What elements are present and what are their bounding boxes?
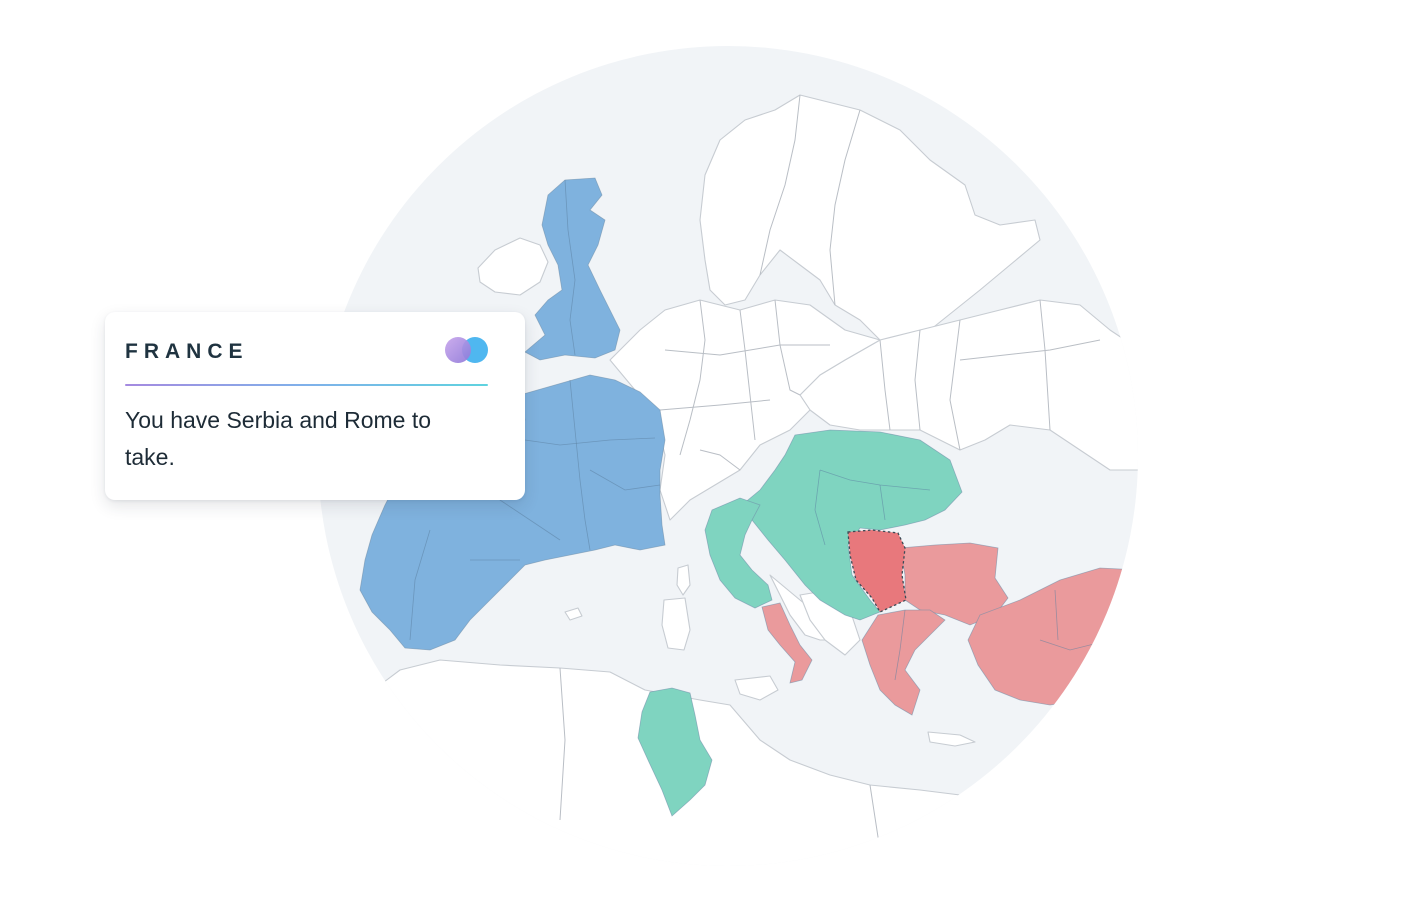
land-central-europe[interactable]	[609, 299, 881, 521]
card-message: You have Serbia and Rome to take.	[125, 407, 432, 470]
info-card: FRANCE You have Serbia and Rome to take.	[105, 312, 525, 500]
faction-blue[interactable]	[359, 177, 666, 651]
faction-green[interactable]	[637, 429, 963, 817]
region-serbia[interactable]	[847, 529, 907, 613]
region-tunis[interactable]	[637, 687, 713, 817]
land-ireland[interactable]	[477, 237, 549, 296]
land-corsica[interactable]	[676, 564, 691, 596]
land-sardinia[interactable]	[661, 597, 691, 651]
region-great-britain[interactable]	[524, 177, 621, 361]
land-crete[interactable]	[927, 731, 976, 747]
card-divider	[125, 384, 488, 386]
land-balearic[interactable]	[564, 607, 583, 621]
land-sicily[interactable]	[734, 675, 779, 701]
region-greece[interactable]	[861, 609, 946, 716]
card-title: FRANCE	[125, 340, 249, 363]
region-northern-italy[interactable]	[704, 497, 773, 609]
overlapping-circles-icon	[445, 337, 488, 363]
region-southern-italy[interactable]	[761, 602, 813, 684]
